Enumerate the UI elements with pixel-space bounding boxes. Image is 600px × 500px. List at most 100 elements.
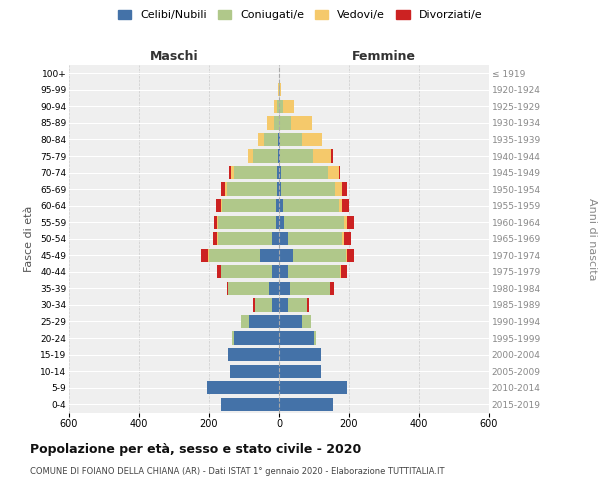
Bar bbox=[267, 116, 274, 130]
Legend: Celibi/Nubili, Coniugati/e, Vedovi/e, Divorziati/e: Celibi/Nubili, Coniugati/e, Vedovi/e, Di… bbox=[113, 6, 487, 25]
Bar bbox=[328, 166, 338, 179]
Bar bbox=[229, 166, 230, 179]
Bar bbox=[278, 133, 279, 146]
Bar bbox=[258, 133, 265, 146]
Bar bbox=[347, 248, 354, 262]
Bar bbox=[209, 248, 260, 262]
Bar bbox=[279, 282, 290, 295]
Bar bbox=[274, 116, 279, 130]
Bar bbox=[276, 199, 279, 212]
Bar bbox=[280, 150, 313, 162]
Bar bbox=[279, 298, 288, 312]
Bar bbox=[222, 199, 276, 212]
Bar bbox=[330, 282, 331, 295]
Bar bbox=[228, 348, 279, 361]
Bar bbox=[288, 298, 307, 312]
Bar bbox=[283, 100, 294, 113]
Bar bbox=[344, 232, 351, 245]
Bar bbox=[279, 315, 302, 328]
Text: Femmine: Femmine bbox=[352, 50, 416, 62]
Bar bbox=[241, 315, 249, 328]
Bar bbox=[221, 199, 222, 212]
Bar bbox=[280, 83, 281, 96]
Bar bbox=[221, 265, 272, 278]
Bar bbox=[249, 315, 279, 328]
Bar bbox=[221, 398, 279, 411]
Bar bbox=[279, 133, 280, 146]
Bar bbox=[291, 116, 312, 130]
Bar bbox=[342, 199, 349, 212]
Bar bbox=[217, 265, 221, 278]
Bar bbox=[214, 216, 217, 229]
Bar bbox=[208, 248, 209, 262]
Bar bbox=[338, 199, 342, 212]
Bar bbox=[302, 315, 311, 328]
Bar bbox=[260, 248, 279, 262]
Bar bbox=[232, 332, 233, 344]
Bar bbox=[279, 166, 281, 179]
Bar bbox=[293, 248, 346, 262]
Bar bbox=[274, 100, 277, 113]
Bar bbox=[302, 133, 322, 146]
Y-axis label: Fasce di età: Fasce di età bbox=[25, 206, 34, 272]
Bar bbox=[342, 232, 344, 245]
Bar bbox=[340, 265, 341, 278]
Bar bbox=[278, 150, 279, 162]
Bar bbox=[331, 150, 332, 162]
Bar bbox=[277, 182, 279, 196]
Bar bbox=[314, 332, 316, 344]
Bar bbox=[279, 265, 288, 278]
Bar bbox=[279, 332, 314, 344]
Text: Maschi: Maschi bbox=[149, 50, 199, 62]
Bar bbox=[280, 133, 302, 146]
Bar bbox=[279, 199, 283, 212]
Bar bbox=[225, 182, 227, 196]
Bar bbox=[227, 182, 277, 196]
Bar bbox=[344, 216, 347, 229]
Bar bbox=[227, 282, 228, 295]
Bar bbox=[279, 83, 280, 96]
Bar bbox=[202, 248, 208, 262]
Text: COMUNE DI FOIANO DELLA CHIANA (AR) - Dati ISTAT 1° gennaio 2020 - Elaborazione T: COMUNE DI FOIANO DELLA CHIANA (AR) - Dat… bbox=[30, 468, 445, 476]
Bar bbox=[207, 381, 279, 394]
Bar bbox=[265, 133, 278, 146]
Bar bbox=[248, 150, 253, 162]
Bar bbox=[217, 216, 218, 229]
Bar bbox=[215, 199, 221, 212]
Bar bbox=[281, 166, 328, 179]
Bar bbox=[290, 282, 330, 295]
Bar bbox=[228, 282, 269, 295]
Bar bbox=[288, 232, 342, 245]
Bar bbox=[218, 232, 272, 245]
Bar bbox=[347, 216, 353, 229]
Bar bbox=[233, 166, 277, 179]
Bar bbox=[277, 100, 279, 113]
Bar bbox=[213, 232, 217, 245]
Bar bbox=[313, 150, 331, 162]
Bar bbox=[281, 182, 335, 196]
Bar bbox=[221, 182, 225, 196]
Bar bbox=[279, 150, 280, 162]
Bar bbox=[341, 265, 347, 278]
Bar bbox=[279, 381, 347, 394]
Bar bbox=[279, 182, 281, 196]
Bar bbox=[272, 232, 279, 245]
Bar bbox=[288, 265, 340, 278]
Bar bbox=[277, 166, 279, 179]
Bar bbox=[218, 216, 275, 229]
Bar bbox=[279, 100, 283, 113]
Bar bbox=[284, 216, 344, 229]
Bar bbox=[338, 166, 340, 179]
Bar bbox=[230, 364, 279, 378]
Bar bbox=[279, 348, 321, 361]
Bar bbox=[283, 199, 338, 212]
Bar bbox=[269, 282, 279, 295]
Text: Popolazione per età, sesso e stato civile - 2020: Popolazione per età, sesso e stato civil… bbox=[30, 442, 361, 456]
Bar bbox=[230, 166, 233, 179]
Bar bbox=[279, 398, 333, 411]
Bar bbox=[307, 298, 309, 312]
Bar bbox=[233, 332, 279, 344]
Bar bbox=[254, 298, 272, 312]
Text: Anni di nascita: Anni di nascita bbox=[587, 198, 597, 280]
Bar bbox=[346, 248, 347, 262]
